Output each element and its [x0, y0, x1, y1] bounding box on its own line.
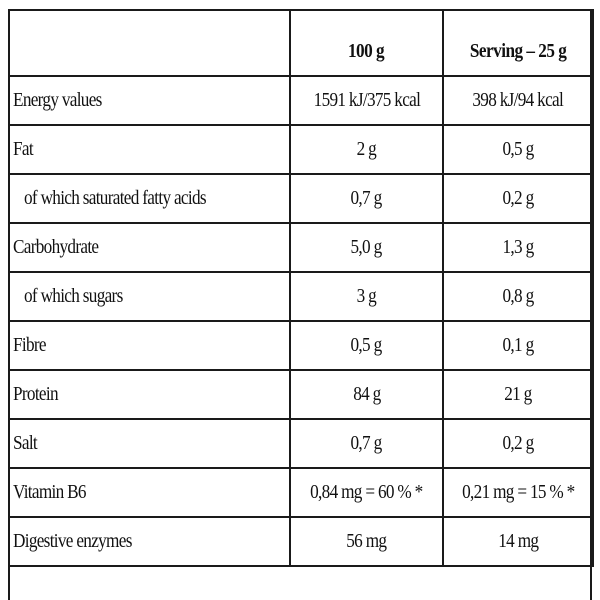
row-label: Protein	[8, 369, 291, 420]
row-label: Carbohydrate	[8, 222, 291, 273]
nutrition-table: 100 g Serving – 25 g Energy values 1591 …	[8, 9, 594, 567]
row-per-100g-value: 84 g	[289, 369, 444, 420]
row-per-100g-value: 3 g	[289, 271, 444, 322]
row-per-100g-value: 0,5 g	[289, 320, 444, 371]
row-label: Digestive enzymes	[8, 516, 291, 567]
row-serving-value: 0,2 g	[442, 173, 594, 224]
header-label-cell	[8, 9, 291, 77]
table-header-row: 100 g Serving – 25 g	[8, 9, 594, 77]
row-serving-value: 1,3 g	[442, 222, 594, 273]
row-per-100g-value: 1591 kJ/375 kcal	[289, 75, 444, 126]
row-serving-value: 21 g	[442, 369, 594, 420]
row-label: of which saturated fatty acids	[8, 173, 291, 224]
row-per-100g-value: 0,7 g	[289, 173, 444, 224]
row-serving-value: 0,8 g	[442, 271, 594, 322]
row-per-100g-value: 0,84 mg = 60 % *	[289, 467, 444, 518]
table-row: Energy values 1591 kJ/375 kcal 398 kJ/94…	[8, 75, 594, 126]
row-per-100g-value: 5,0 g	[289, 222, 444, 273]
row-serving-value: 14 mg	[442, 516, 594, 567]
row-label: of which sugars	[8, 271, 291, 322]
row-per-100g-value: 56 mg	[289, 516, 444, 567]
header-per-serving: Serving – 25 g	[442, 9, 594, 77]
table-row: Fat 2 g 0,5 g	[8, 124, 594, 175]
table-row: Digestive enzymes 56 mg 14 mg	[8, 516, 594, 567]
table-row: Carbohydrate 5,0 g 1,3 g	[8, 222, 594, 273]
row-serving-value: 0,21 mg = 15 % *	[442, 467, 594, 518]
row-label: Fibre	[8, 320, 291, 371]
table-row: of which saturated fatty acids 0,7 g 0,2…	[8, 173, 594, 224]
row-per-100g-value: 0,7 g	[289, 418, 444, 469]
row-label: Fat	[8, 124, 291, 175]
row-serving-value: 0,2 g	[442, 418, 594, 469]
row-label: Vitamin B6	[8, 467, 291, 518]
row-serving-value: 0,1 g	[442, 320, 594, 371]
table-row: Fibre 0,5 g 0,1 g	[8, 320, 594, 371]
table-row: of which sugars 3 g 0,8 g	[8, 271, 594, 322]
row-per-100g-value: 2 g	[289, 124, 444, 175]
row-serving-value: 398 kJ/94 kcal	[442, 75, 594, 126]
row-label: Salt	[8, 418, 291, 469]
table-row: Vitamin B6 0,84 mg = 60 % * 0,21 mg = 15…	[8, 467, 594, 518]
row-serving-value: 0,5 g	[442, 124, 594, 175]
table-row: Protein 84 g 21 g	[8, 369, 594, 420]
table-row: Salt 0,7 g 0,2 g	[8, 418, 594, 469]
row-label: Energy values	[8, 75, 291, 126]
header-per-100g: 100 g	[289, 9, 444, 77]
